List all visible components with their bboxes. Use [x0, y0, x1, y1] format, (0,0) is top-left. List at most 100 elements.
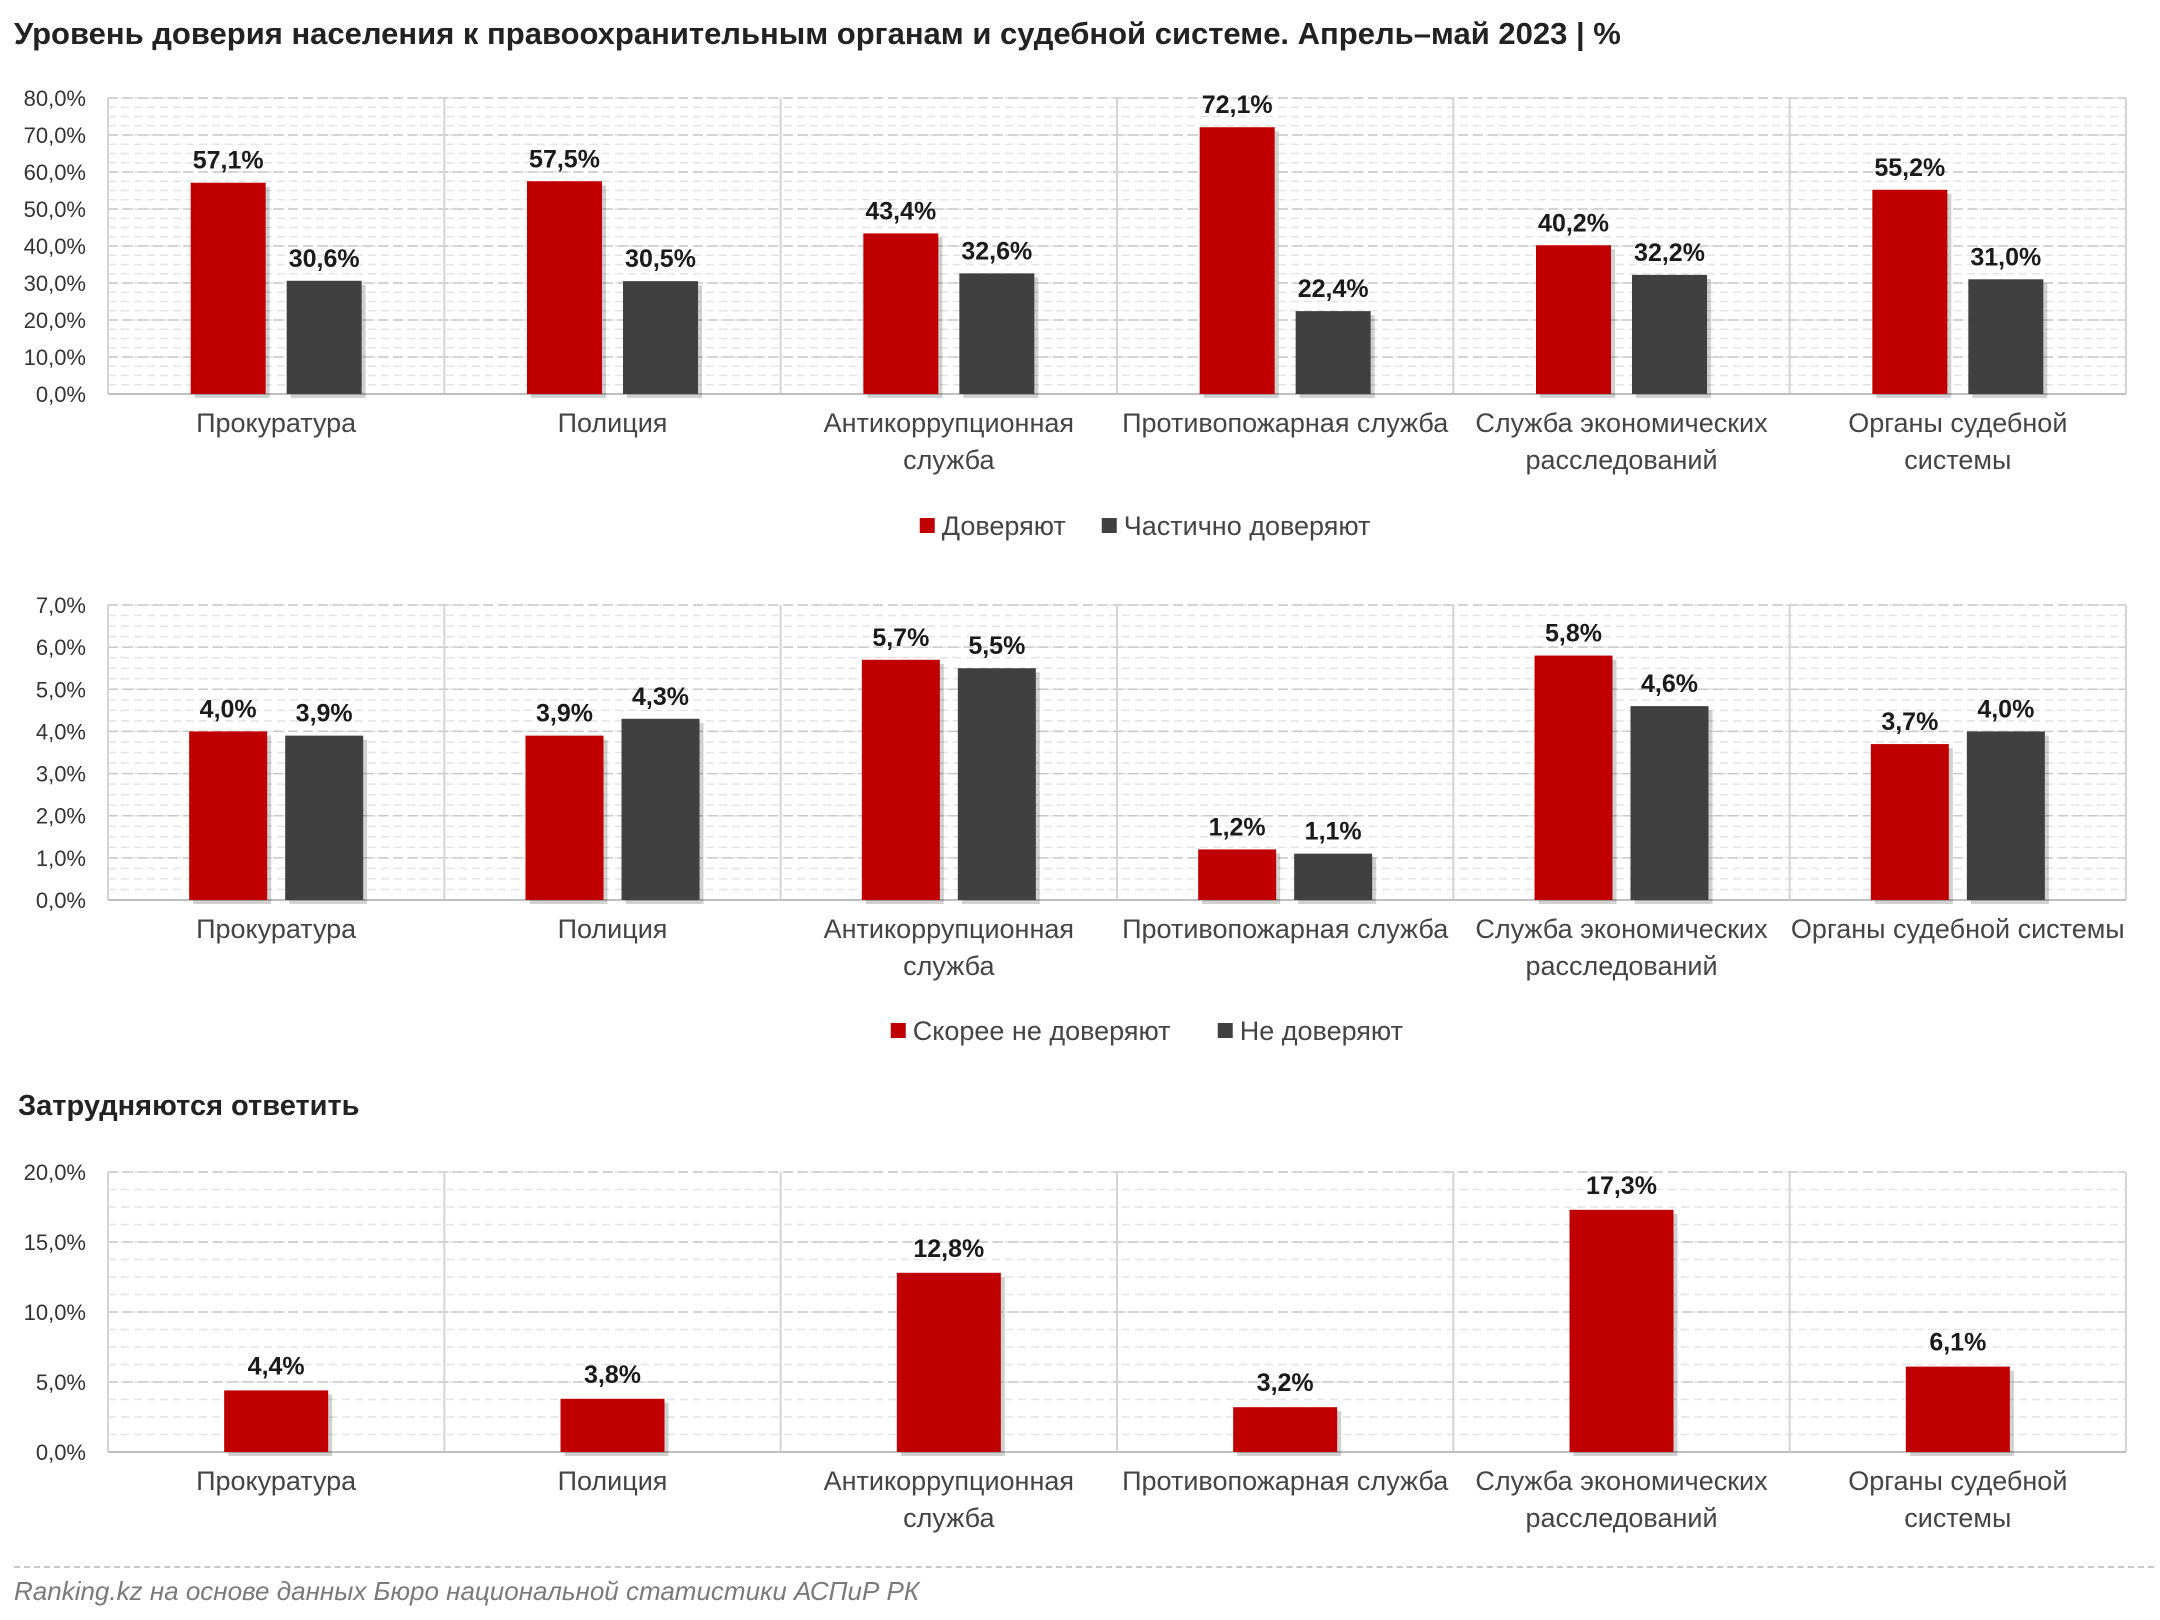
- x-category-label: системы: [1904, 445, 2011, 475]
- x-category-label: Антикоррупционная: [824, 408, 1074, 438]
- bar: [1630, 706, 1709, 900]
- bar: [959, 273, 1035, 394]
- x-category-label: системы: [1904, 1503, 2011, 1533]
- bar: [1233, 1407, 1338, 1452]
- x-category-label: Полиция: [558, 1466, 668, 1496]
- y-tick-label: 10,0%: [24, 1300, 86, 1325]
- y-tick-label: 20,0%: [24, 1160, 86, 1185]
- chart-trust: 0,0% 10,0% 20,0% 30,0% 40,0% 50,0% 60,0% 70,0% 8…: [24, 86, 2127, 541]
- data-label: 5,5%: [968, 632, 1025, 660]
- data-label: 4,0%: [1977, 695, 2034, 723]
- y-tick-label: 15,0%: [24, 1230, 86, 1255]
- data-label: 31,0%: [1970, 243, 2041, 271]
- bar: [1569, 1209, 1674, 1452]
- bar: [285, 735, 364, 900]
- legend-swatch: [1101, 518, 1117, 533]
- bar: [861, 659, 940, 900]
- bar: [286, 280, 362, 394]
- source-divider: [14, 1566, 2154, 1568]
- data-label: 32,6%: [961, 237, 1032, 265]
- y-tick-label: 0,0%: [36, 888, 86, 913]
- x-category-label: расследований: [1525, 445, 1717, 475]
- bar: [1295, 311, 1371, 394]
- x-category-label: Органы судебной: [1848, 408, 2067, 438]
- x-category-label: расследований: [1525, 1503, 1717, 1533]
- data-label: 22,4%: [1298, 275, 1369, 303]
- legend-swatch: [1217, 1023, 1233, 1038]
- data-label: 55,2%: [1874, 154, 1945, 182]
- data-label: 3,8%: [584, 1361, 641, 1389]
- data-label: 4,4%: [248, 1352, 305, 1380]
- legend-swatch: [890, 1023, 906, 1038]
- bar: [527, 181, 602, 394]
- x-category-label: Антикоррупционная: [824, 1466, 1074, 1496]
- data-label: 1,2%: [1209, 813, 1266, 841]
- bar: [190, 182, 266, 394]
- bar: [1966, 731, 2045, 900]
- x-category-label: служба: [903, 445, 995, 475]
- bar: [1294, 853, 1373, 900]
- x-category-label: Полиция: [558, 914, 668, 944]
- x-category-label: Служба экономических: [1475, 408, 1768, 438]
- bar: [1199, 127, 1275, 394]
- bar: [1872, 189, 1948, 394]
- y-tick-label: 5,0%: [36, 1370, 86, 1395]
- data-label: 3,7%: [1881, 708, 1938, 736]
- y-tick-label: 40,0%: [24, 234, 86, 259]
- y-tick-label: 20,0%: [24, 308, 86, 333]
- x-category-label: Противопожарная служба: [1122, 914, 1449, 944]
- y-tick-label: 70,0%: [24, 123, 86, 148]
- data-label: 12,8%: [913, 1235, 984, 1263]
- data-label: 3,9%: [296, 700, 353, 728]
- legend-label: Скорее не доверяют: [913, 1016, 1171, 1046]
- data-label: 3,9%: [536, 700, 593, 728]
- data-label: 32,2%: [1634, 239, 1705, 267]
- legend-label: Не доверяют: [1240, 1016, 1403, 1046]
- y-tick-label: 30,0%: [24, 271, 86, 296]
- bar: [1870, 744, 1949, 900]
- source-note: Ranking.kz на основе данных Бюро национа…: [14, 1576, 920, 1606]
- x-category-label: служба: [903, 951, 995, 981]
- x-category-label: Служба экономических: [1475, 1466, 1768, 1496]
- bar: [863, 233, 939, 394]
- section-title-undecided: Затрудняются ответить: [18, 1090, 360, 1122]
- y-tick-label: 0,0%: [36, 1440, 86, 1465]
- y-tick-label: 6,0%: [36, 635, 86, 660]
- data-label: 30,6%: [289, 245, 360, 273]
- data-label: 57,5%: [529, 145, 600, 173]
- x-category-label: служба: [903, 1503, 995, 1533]
- y-tick-label: 0,0%: [36, 382, 86, 407]
- bar: [1905, 1366, 2010, 1452]
- bar: [1198, 849, 1277, 900]
- chart-undecided: 0,0% 5,0% 10,0% 15,0% 20,0% 4,4% 3,8% 12,8% 3,2%…: [24, 1160, 2127, 1533]
- data-label: 57,1%: [193, 147, 264, 175]
- y-tick-label: 2,0%: [36, 804, 86, 829]
- y-tick-label: 60,0%: [24, 160, 86, 185]
- y-tick-label: 50,0%: [24, 197, 86, 222]
- data-label: 4,3%: [632, 683, 689, 711]
- x-category-label: Органы судебной системы: [1791, 914, 2125, 944]
- x-category-label: Прокуратура: [196, 1466, 357, 1496]
- y-tick-label: 7,0%: [36, 593, 86, 618]
- data-label: 43,4%: [865, 197, 936, 225]
- data-label: 4,0%: [200, 695, 257, 723]
- data-label: 40,2%: [1538, 209, 1609, 237]
- data-label: 1,1%: [1305, 818, 1362, 846]
- y-tick-label: 5,0%: [36, 677, 86, 702]
- legend-swatch: [919, 518, 935, 533]
- y-tick-label: 80,0%: [24, 86, 86, 111]
- chart-title: Уровень доверия населения к правоохранит…: [14, 16, 1621, 51]
- bar: [896, 1272, 1001, 1452]
- data-label: 30,5%: [625, 245, 696, 273]
- data-label: 17,3%: [1586, 1172, 1657, 1200]
- bar: [623, 281, 698, 394]
- y-tick-label: 3,0%: [36, 762, 86, 787]
- bar: [957, 668, 1036, 900]
- y-tick-label: 1,0%: [36, 846, 86, 871]
- bar: [525, 735, 604, 900]
- x-category-label: Прокуратура: [196, 408, 357, 438]
- bar: [1534, 655, 1613, 900]
- x-category-label: Антикоррупционная: [824, 914, 1074, 944]
- bar: [1536, 245, 1611, 394]
- y-tick-label: 4,0%: [36, 719, 86, 744]
